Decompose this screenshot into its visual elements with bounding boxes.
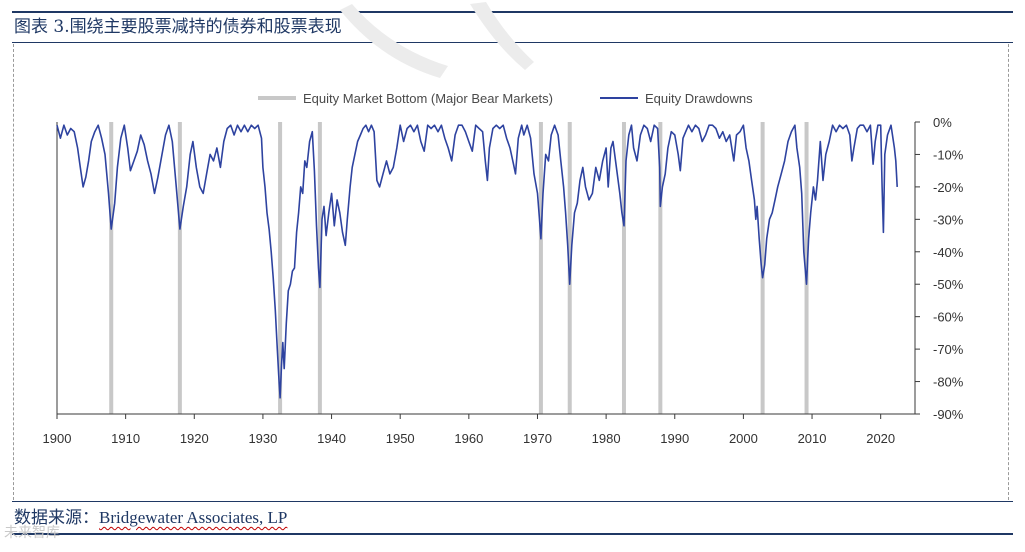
x-tick-label-2010: 2010 xyxy=(798,431,827,446)
x-tick-label-1970: 1970 xyxy=(523,431,552,446)
y-tick-label-8: -80% xyxy=(933,375,964,390)
bear-bottom-marker-2 xyxy=(278,122,283,414)
x-tick-label-1950: 1950 xyxy=(386,431,415,446)
x-tick-label-1930: 1930 xyxy=(248,431,277,446)
watermark-logo xyxy=(340,2,534,78)
y-tick-label-0: 0% xyxy=(933,115,952,130)
x-tick-label-2000: 2000 xyxy=(729,431,758,446)
source-note: 数据来源：Bridgewater Associates, LP xyxy=(14,505,1004,531)
legend-label-drawdowns: Equity Drawdowns xyxy=(645,91,753,106)
x-tick-labels: 1900 1910 1920 1930 1940 1950 1960 1970 1980 1990… xyxy=(43,431,896,446)
x-tick-label-1990: 1990 xyxy=(660,431,689,446)
top-rule xyxy=(12,11,1013,13)
legend-label-bear-bottom: Equity Market Bottom (Major Bear Markets… xyxy=(303,91,553,106)
x-tick-label-1960: 1960 xyxy=(454,431,483,446)
bear-bottom-marker-0 xyxy=(109,122,114,414)
source-rule xyxy=(12,501,1013,502)
y-tick-label-9: -90% xyxy=(933,407,964,422)
source-name: Bridgewater Associates, LP xyxy=(99,508,288,527)
bear-bottom-marker-7 xyxy=(658,122,663,414)
bottom-rule xyxy=(12,533,1013,535)
bear-bottom-marker-1 xyxy=(177,122,182,414)
y-tick-label-7: -70% xyxy=(933,342,964,357)
bear-bottom-marker-8 xyxy=(760,122,765,414)
y-tick-label-2: -20% xyxy=(933,180,964,195)
bear-bottom-marker-4 xyxy=(538,122,543,414)
x-tick-label-1900: 1900 xyxy=(43,431,72,446)
source-label: 数据来源： xyxy=(14,508,99,527)
watermark-footer: 未来智库 xyxy=(4,525,60,541)
chart-axes xyxy=(56,121,920,419)
bear-bottom-marker-5 xyxy=(567,122,572,414)
y-tick-label-1: -10% xyxy=(933,147,964,162)
left-dashed-border xyxy=(13,44,14,500)
x-tick-label-1940: 1940 xyxy=(317,431,346,446)
chart-legend: Equity Market Bottom (Major Bear Markets… xyxy=(258,91,753,106)
bear-bottom-markers xyxy=(109,122,809,414)
x-tick-label-1980: 1980 xyxy=(592,431,621,446)
bear-bottom-marker-6 xyxy=(621,122,626,414)
x-tick-label-1920: 1920 xyxy=(180,431,209,446)
figure-title: 图表 3.围绕主要股票减持的债券和股票表现 xyxy=(14,17,342,37)
equity-drawdown-line xyxy=(56,124,898,399)
x-tick-label-1910: 1910 xyxy=(111,431,140,446)
y-tick-labels: 0% -10% -20% -30% -40% -50% -60% -70% -80% -90% xyxy=(933,115,964,422)
right-dashed-border xyxy=(1008,44,1009,500)
y-tick-label-4: -40% xyxy=(933,245,964,260)
y-tick-label-5: -50% xyxy=(933,277,964,292)
x-tick-label-2020: 2020 xyxy=(866,431,895,446)
y-tick-label-6: -60% xyxy=(933,310,964,325)
drawdown-line-layer xyxy=(56,124,898,399)
y-tick-label-3: -30% xyxy=(933,212,964,227)
